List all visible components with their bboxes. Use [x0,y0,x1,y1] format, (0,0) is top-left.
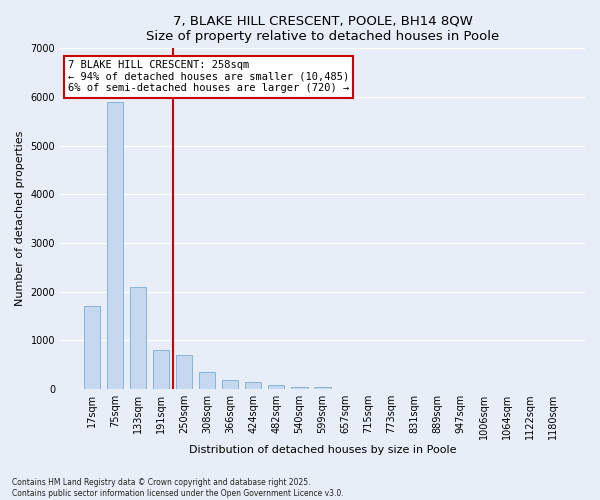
Title: 7, BLAKE HILL CRESCENT, POOLE, BH14 8QW
Size of property relative to detached ho: 7, BLAKE HILL CRESCENT, POOLE, BH14 8QW … [146,15,499,43]
Bar [130,287,146,389]
Bar [84,306,100,389]
Bar [292,386,308,389]
Bar [153,350,169,389]
Bar [245,382,262,389]
Bar [222,380,238,389]
Bar [199,372,215,389]
Text: 7 BLAKE HILL CRESCENT: 258sqm
← 94% of detached houses are smaller (10,485)
6% o: 7 BLAKE HILL CRESCENT: 258sqm ← 94% of d… [68,60,349,94]
Text: Contains HM Land Registry data © Crown copyright and database right 2025.
Contai: Contains HM Land Registry data © Crown c… [12,478,344,498]
Bar [268,385,284,389]
Bar [176,355,192,389]
Bar [314,386,331,389]
Y-axis label: Number of detached properties: Number of detached properties [15,131,25,306]
X-axis label: Distribution of detached houses by size in Poole: Distribution of detached houses by size … [189,445,456,455]
Bar [107,102,123,389]
